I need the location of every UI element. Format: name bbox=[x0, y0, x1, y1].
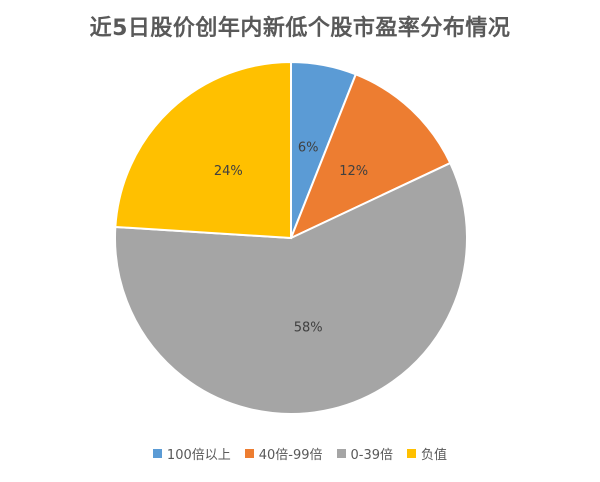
legend-swatch-40-99 bbox=[244, 449, 254, 458]
pie-slice-40-99 bbox=[289, 73, 452, 240]
legend-item-100-plus: 100倍以上 bbox=[152, 444, 231, 463]
legend-swatch-100-plus bbox=[152, 449, 162, 458]
legend-label-100-plus: 100倍以上 bbox=[166, 448, 231, 463]
pie-label-40-99: 12% bbox=[339, 164, 368, 179]
legend-label-40-99: 40倍-99倍 bbox=[258, 448, 323, 463]
pie-label-100-plus: 6% bbox=[298, 141, 319, 156]
pie-slice-0-39 bbox=[114, 161, 468, 415]
legend-swatch-negative bbox=[407, 449, 417, 458]
legend: 100倍以上 40倍-99倍 0-39倍 负值 bbox=[0, 444, 600, 463]
pie-slice-negative bbox=[114, 60, 292, 240]
legend-swatch-0-39 bbox=[336, 449, 346, 458]
chart-title: 近5日股价创年内新低个股市盈率分布情况 bbox=[89, 16, 511, 41]
pie-label-negative: 24% bbox=[214, 164, 243, 179]
legend-label-negative: 负值 bbox=[421, 448, 448, 463]
legend-item-negative: 负值 bbox=[407, 444, 447, 463]
pie-label-0-39: 58% bbox=[294, 320, 323, 335]
legend-label-0-39: 0-39倍 bbox=[350, 448, 394, 463]
legend-item-0-39: 0-39倍 bbox=[336, 444, 394, 463]
legend-item-40-99: 40倍-99倍 bbox=[244, 444, 323, 463]
